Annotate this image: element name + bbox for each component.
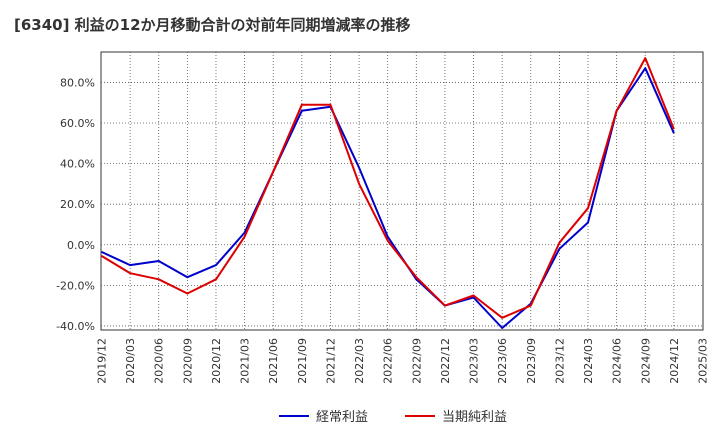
- x-tick-label: 2019/12: [96, 338, 109, 384]
- x-tick-label: 2020/03: [124, 338, 137, 384]
- x-tick-label: 2021/06: [267, 338, 280, 384]
- x-tick-label: 2024/12: [668, 338, 681, 384]
- x-tick-label: 2022/12: [439, 338, 452, 384]
- x-tick-label: 2023/09: [525, 338, 538, 384]
- y-tick-label: 60.0%: [60, 117, 95, 130]
- series-line-2: [100, 57, 675, 319]
- x-tick-label: 2023/06: [496, 338, 509, 384]
- x-tick-label: 2022/03: [353, 338, 366, 384]
- plot-area: [100, 51, 704, 331]
- legend-label-2: 当期純利益: [442, 410, 507, 425]
- x-tick-label: 2020/06: [153, 338, 166, 384]
- x-tick-label: 2020/12: [210, 338, 223, 384]
- x-tick-label: 2024/06: [611, 338, 624, 384]
- x-tick-label: 2023/12: [553, 338, 566, 384]
- y-tick-label: 40.0%: [60, 158, 95, 171]
- x-tick-label: 2024/09: [639, 338, 652, 384]
- x-tick-label: 2025/03: [697, 338, 710, 384]
- x-tick-label: 2022/09: [410, 338, 423, 384]
- y-tick-label: 0.0%: [67, 239, 95, 252]
- x-tick-label: 2021/12: [324, 338, 337, 384]
- y-tick-label: -20.0%: [56, 279, 95, 292]
- y-tick-label: 80.0%: [60, 76, 95, 89]
- x-tick-label: 2024/03: [582, 338, 595, 384]
- legend-label-1: 経常利益: [316, 410, 368, 425]
- y-tick-label: -40.0%: [56, 320, 95, 333]
- x-tick-label: 2023/03: [468, 338, 481, 384]
- x-tick-label: 2020/09: [181, 338, 194, 384]
- x-tick-label: 2022/06: [382, 338, 395, 384]
- legend: 経常利益 当期純利益: [279, 410, 507, 425]
- x-tick-label: 2021/03: [239, 338, 252, 384]
- series-line-1: [101, 67, 675, 329]
- x-axis: 2019/12 2020/03 2020/06 2020/09 2020/12 2021/…: [96, 338, 710, 384]
- series-lines: [100, 57, 675, 329]
- chart-title: [6340] 利益の12か月移動合計の対前年同期増減率の推移: [14, 16, 411, 34]
- y-axis: -40.0% -20.0% 0.0% 20.0% 40.0% 60.0% 80.0%: [56, 76, 95, 333]
- x-tick-label: 2021/09: [296, 338, 309, 384]
- y-tick-label: 20.0%: [60, 198, 95, 211]
